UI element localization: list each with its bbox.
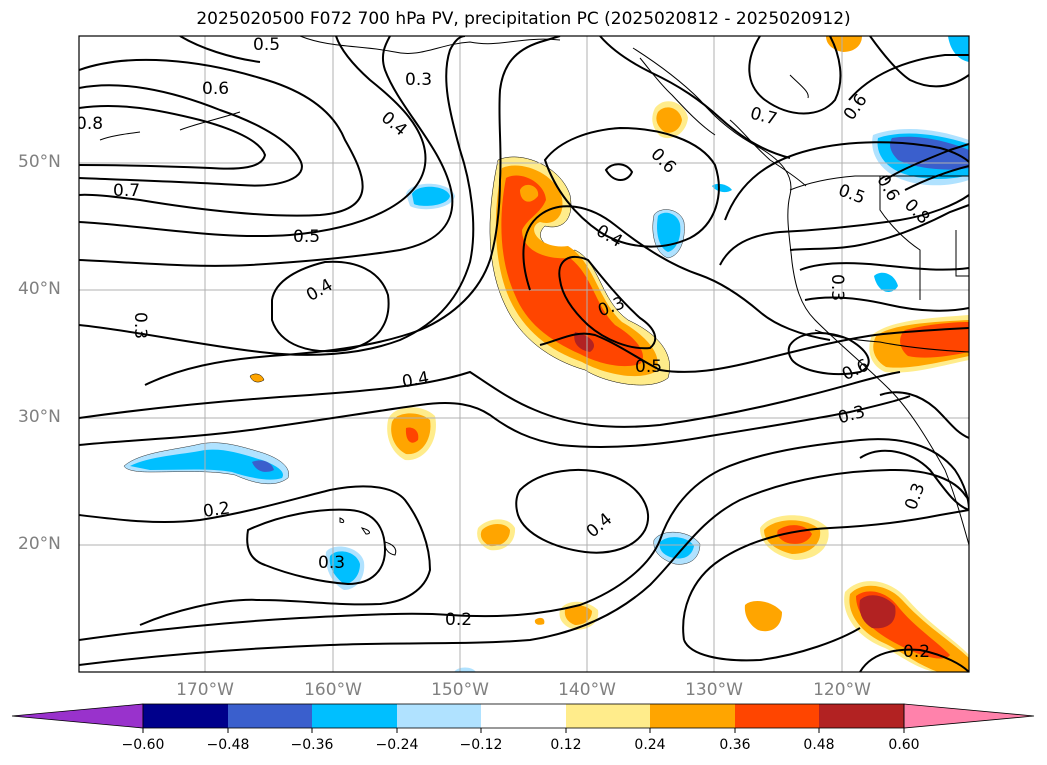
contour-label-group: 0.5 0.3 0.6 0.8 0.7 0.4 0.6 0.5 0.4 0.3 …	[76, 35, 933, 662]
contour-label: 0.5	[635, 357, 662, 377]
contour-label: 0.5	[293, 227, 320, 247]
colorbar-tick-label: −0.12	[459, 737, 503, 753]
lon-label: 150°W	[431, 680, 489, 700]
contour-label: 0.2	[202, 498, 232, 522]
colorbar-tick-label: 0.60	[888, 737, 920, 753]
colorbar-tick-label: 0.12	[550, 737, 582, 753]
colorbar	[11, 703, 1035, 733]
colorbar-tick-label: −0.24	[375, 737, 419, 753]
contour-label: 0.2	[903, 642, 930, 662]
colorbar-extend-low	[11, 703, 144, 729]
contour-label: 0.3	[318, 553, 345, 573]
colorbar-tick-label: −0.36	[290, 737, 334, 753]
colorbar-tick-label: −0.48	[206, 737, 250, 753]
colorbar-extend-high	[903, 703, 1035, 729]
lon-label: 130°W	[685, 680, 743, 700]
contour-label: 0.3	[130, 312, 150, 339]
lat-label: 50°N	[18, 152, 61, 172]
colorbar-tick-label: 0.36	[719, 737, 751, 753]
lat-label: 30°N	[18, 407, 61, 427]
colorbar-tick-label: −0.60	[121, 737, 165, 753]
contour-label: 0.4	[400, 368, 430, 392]
lon-label: 120°W	[813, 680, 871, 700]
map-frame	[78, 35, 970, 673]
lon-label: 170°W	[176, 680, 234, 700]
lat-label: 20°N	[18, 534, 61, 554]
contour-label: 0.2	[445, 610, 472, 630]
contour-label: 0.3	[827, 274, 847, 301]
map-area: 0.5 0.3 0.6 0.8 0.7 0.4 0.6 0.5 0.4 0.3 …	[76, 35, 969, 672]
contour-label: 0.3	[405, 70, 432, 90]
colorbar-tick-label: 0.48	[803, 737, 835, 753]
colorbar-tick-label: 0.24	[634, 737, 666, 753]
contour-label: 0.5	[253, 35, 280, 55]
map-title: 2025020500 F072 700 hPa PV, precipitatio…	[196, 9, 851, 29]
contour-label: 0.7	[113, 181, 140, 201]
contour-label: 0.6	[202, 79, 229, 99]
contour-label: 0.8	[76, 114, 103, 134]
coastlines	[99, 36, 969, 556]
lon-label: 140°W	[558, 680, 616, 700]
pv-contours	[79, 36, 969, 672]
lon-label: 160°W	[304, 680, 362, 700]
lat-label: 40°N	[18, 279, 61, 299]
